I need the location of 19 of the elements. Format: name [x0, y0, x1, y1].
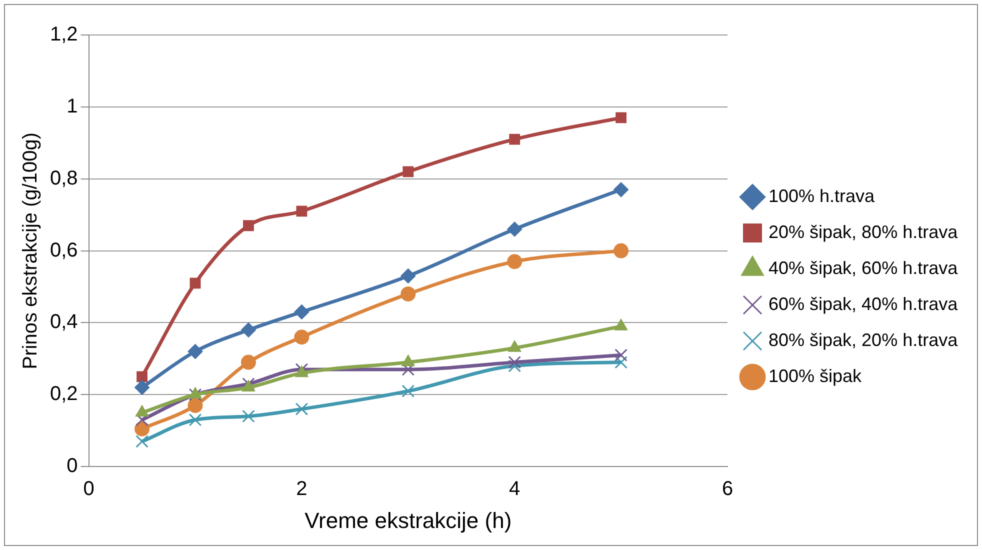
legend-label: 60% šipak, 40% h.trava: [768, 294, 959, 314]
y-tick-label: 0: [66, 455, 78, 478]
legend-label: 100% šipak: [768, 366, 863, 386]
y-tick-label: 1,2: [50, 24, 78, 46]
y-tick-label: 0,2: [50, 383, 78, 406]
legend-label: 80% šipak, 20% h.trava: [768, 330, 959, 350]
y-tick-label: 0,8: [50, 167, 78, 190]
legend-label: 40% šipak, 60% h.trava: [768, 258, 959, 278]
x-axis-title: Vreme ekstrakcije (h): [304, 508, 512, 533]
y-tick-label: 0,6: [50, 239, 78, 262]
x-tick-label: 6: [722, 478, 734, 500]
legend-label: 100% h.trava: [768, 186, 876, 206]
x-tick-label: 4: [509, 478, 520, 500]
legend-label: 20% šipak, 80% h.trava: [768, 222, 959, 242]
y-tick-label: 1: [66, 95, 78, 118]
x-tick-label: 0: [83, 478, 94, 500]
y-axis-title: Prinos ekstrakcije (g/100g): [20, 132, 42, 370]
y-tick-label: 0,4: [50, 311, 78, 334]
x-tick-label: 2: [296, 478, 308, 500]
